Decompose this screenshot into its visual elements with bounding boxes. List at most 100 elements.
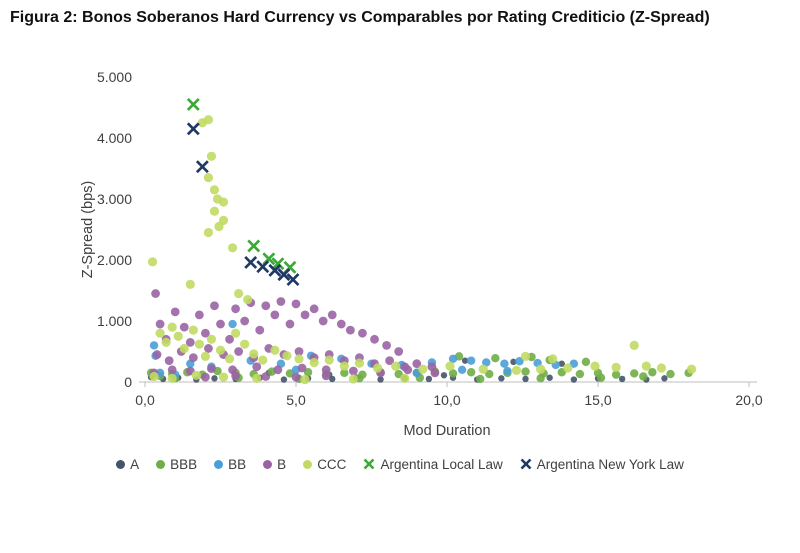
point-b bbox=[201, 372, 210, 382]
point-a bbox=[618, 375, 626, 382]
point-ccc bbox=[218, 372, 229, 382]
y-tick-label: 1.000 bbox=[97, 313, 132, 329]
point-ccc bbox=[611, 362, 621, 372]
point-ccc bbox=[206, 334, 217, 344]
point-a bbox=[498, 374, 505, 382]
point-ccc bbox=[252, 373, 262, 383]
point-ccc bbox=[167, 322, 177, 332]
point-b bbox=[231, 304, 241, 313]
point-bbb bbox=[303, 367, 313, 377]
point-ccc bbox=[188, 325, 198, 335]
point-ccc bbox=[240, 339, 250, 349]
point-b bbox=[252, 362, 262, 371]
x-tick-label: 10,0 bbox=[433, 392, 460, 408]
point-b bbox=[321, 365, 331, 374]
point-ccc bbox=[203, 114, 214, 125]
point-ccc bbox=[149, 371, 159, 381]
legend-marker-bb bbox=[214, 459, 224, 469]
point-bb bbox=[149, 340, 159, 350]
legend-marker-argentina-local-law bbox=[363, 458, 375, 470]
point-ccc bbox=[309, 357, 319, 367]
point-b bbox=[276, 296, 286, 306]
point-b bbox=[155, 319, 165, 329]
legend-item-a: A bbox=[116, 457, 139, 472]
legend-label-b: B bbox=[277, 456, 287, 472]
point-b bbox=[318, 316, 328, 326]
point-ccc bbox=[194, 339, 204, 349]
point-ccc bbox=[191, 370, 201, 380]
point-a bbox=[546, 374, 553, 381]
point-a bbox=[558, 360, 565, 367]
point-argentina-local-law bbox=[271, 257, 285, 270]
point-b bbox=[151, 288, 160, 298]
point-b bbox=[412, 359, 422, 368]
point-b bbox=[179, 322, 189, 332]
point-bbb bbox=[666, 369, 675, 379]
legend-marker-argentina-new-york-law bbox=[520, 458, 532, 470]
point-ccc bbox=[234, 288, 244, 298]
point-ccc bbox=[400, 373, 410, 383]
point-bb bbox=[457, 365, 467, 374]
legend-item-argentina-local-law: Argentina Local Law bbox=[363, 457, 503, 472]
x-tick-label: 15,0 bbox=[584, 392, 611, 408]
point-b bbox=[300, 310, 310, 320]
point-b bbox=[240, 316, 250, 326]
legend-item-b: B bbox=[263, 457, 286, 472]
point-b bbox=[309, 304, 319, 313]
point-b bbox=[291, 299, 301, 309]
chart-legend: A BBB BB B CCC Argentina Local Law Argentina N… bbox=[0, 457, 800, 472]
point-argentina-new-york-law bbox=[286, 272, 300, 286]
point-b bbox=[210, 301, 219, 310]
point-ccc bbox=[258, 355, 268, 365]
point-bbb bbox=[611, 370, 621, 379]
point-ccc bbox=[590, 361, 600, 371]
point-ccc bbox=[200, 351, 210, 361]
point-b bbox=[201, 328, 210, 338]
point-ccc bbox=[339, 361, 349, 371]
point-ccc bbox=[231, 328, 241, 338]
point-ccc bbox=[656, 363, 667, 373]
point-b bbox=[216, 319, 225, 329]
point-bbb bbox=[476, 374, 485, 383]
point-ccc bbox=[641, 361, 651, 371]
point-b bbox=[285, 319, 295, 329]
point-b bbox=[234, 346, 244, 356]
point-ccc bbox=[173, 331, 183, 341]
point-argentina-new-york-law bbox=[244, 255, 258, 269]
point-b bbox=[270, 310, 280, 320]
point-b bbox=[430, 368, 440, 378]
point-b bbox=[394, 346, 404, 356]
point-b bbox=[273, 365, 283, 374]
point-ccc bbox=[536, 364, 546, 374]
point-bb bbox=[503, 366, 512, 376]
point-b bbox=[152, 349, 162, 359]
point-ccc bbox=[348, 374, 358, 384]
point-ccc bbox=[155, 328, 165, 338]
point-ccc bbox=[243, 294, 253, 305]
point-a bbox=[522, 375, 529, 382]
point-ccc bbox=[249, 349, 259, 359]
point-ccc bbox=[147, 257, 158, 267]
point-b bbox=[225, 334, 234, 344]
point-bbb bbox=[491, 353, 500, 363]
point-bbb bbox=[575, 369, 585, 379]
legend-marker-a bbox=[116, 459, 126, 469]
point-b bbox=[170, 307, 180, 317]
point-ccc bbox=[218, 197, 229, 207]
point-b bbox=[231, 371, 241, 381]
point-b bbox=[261, 371, 271, 381]
point-ccc bbox=[209, 206, 220, 216]
point-ccc bbox=[478, 364, 488, 374]
point-bb bbox=[500, 359, 509, 368]
point-ccc bbox=[282, 350, 292, 361]
point-b bbox=[385, 356, 395, 365]
point-a bbox=[377, 376, 384, 383]
point-bbb bbox=[630, 369, 639, 378]
point-bb bbox=[448, 354, 458, 363]
point-a bbox=[211, 374, 218, 382]
point-ccc bbox=[224, 354, 235, 364]
legend-marker-ccc bbox=[303, 459, 313, 469]
point-ccc bbox=[687, 364, 697, 374]
legend-marker-b bbox=[263, 459, 273, 469]
point-b bbox=[327, 310, 337, 320]
